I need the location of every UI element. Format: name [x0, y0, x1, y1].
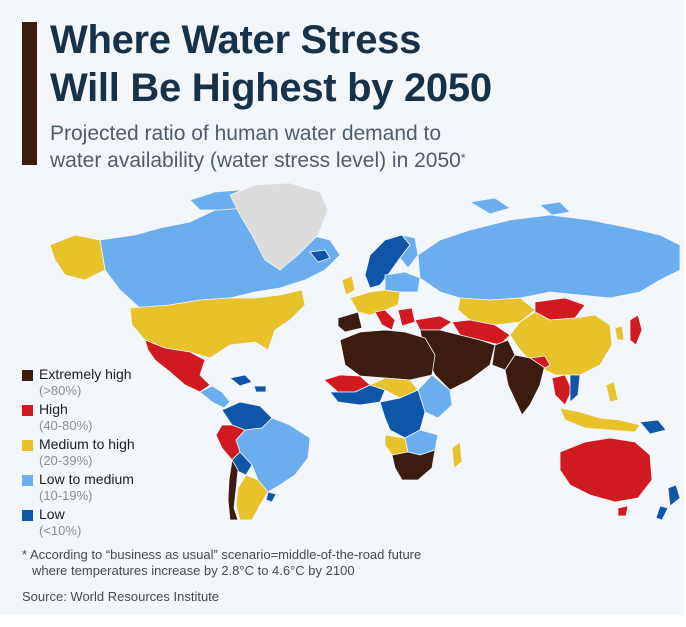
- subtitle: Projected ratio of human water demand to…: [50, 120, 670, 174]
- title-accent-bar: [22, 22, 37, 165]
- legend-label: High: [39, 401, 68, 417]
- footnote: * According to “business as usual” scena…: [22, 547, 662, 579]
- legend-swatch: [22, 510, 33, 521]
- region-korea: [614, 325, 625, 341]
- legend-range: (<10%): [39, 523, 82, 538]
- region-vietnam: [569, 374, 581, 403]
- legend-item-low-to-medium: Low to medium (10-19%): [22, 471, 202, 506]
- region-caribbean: [229, 374, 267, 393]
- subtitle-line-2: water availability (water stress level) …: [50, 147, 670, 174]
- legend-swatch: [22, 405, 33, 416]
- legend: Extremely high (>80%) High (40-80%) Medi…: [22, 366, 202, 541]
- region-angola: [384, 434, 409, 456]
- region-italy-balkans: [374, 307, 416, 331]
- subtitle-line-1: Projected ratio of human water demand to: [50, 122, 442, 145]
- region-central-europe: [384, 271, 421, 293]
- legend-label: Low: [39, 506, 65, 522]
- region-iberia: [337, 311, 363, 333]
- legend-range: (>80%): [39, 383, 82, 398]
- title-line-2: Will Be Highest by 2050: [50, 66, 492, 110]
- subtitle-footnote-mark: *: [460, 151, 466, 165]
- region-malaysia-indonesia: [559, 407, 641, 433]
- legend-label: Medium to high: [39, 436, 135, 452]
- legend-label: Low to medium: [39, 471, 134, 487]
- legend-range: (10-19%): [39, 488, 93, 503]
- region-west-africa: [329, 384, 386, 406]
- legend-item-medium-to-high: Medium to high (20-39%): [22, 436, 202, 471]
- region-bangladesh-nepal: [528, 355, 551, 369]
- region-iceland: [309, 249, 331, 263]
- region-chile: [227, 458, 239, 520]
- region-mexico: [144, 339, 211, 393]
- world-water-stress-map: .extreme { fill: #3b1c0e; stroke: #f3f6f…: [49, 182, 681, 520]
- region-finland: [399, 234, 419, 269]
- region-japan: [629, 314, 643, 346]
- region-turkey: [414, 315, 453, 331]
- region-uruguay: [265, 491, 277, 503]
- region-north-africa: [339, 329, 436, 381]
- legend-range: (40-80%): [39, 418, 93, 433]
- legend-item-extremely-high: Extremely high (>80%): [22, 366, 202, 401]
- region-south-africa: [391, 449, 436, 481]
- region-western-europe: [349, 289, 401, 316]
- region-greenland: [229, 182, 329, 271]
- region-russia: [417, 214, 681, 301]
- region-central-america: [199, 385, 231, 409]
- legend-item-low: Low (<10%): [22, 506, 202, 541]
- region-uk: [341, 275, 356, 296]
- region-australia: [559, 437, 653, 503]
- region-arctic-russia-islands: [468, 197, 571, 216]
- legend-label: Extremely high: [39, 366, 132, 382]
- legend-item-high: High (40-80%): [22, 401, 202, 436]
- footnote-line-2: where temperatures increase by 2.8°C to …: [32, 563, 355, 578]
- region-philippines: [605, 381, 619, 403]
- region-new-zealand: [655, 484, 681, 520]
- legend-swatch: [22, 475, 33, 486]
- title-line-1: Where Water Stress: [50, 18, 422, 62]
- region-argentina: [235, 474, 269, 520]
- region-madagascar: [451, 441, 463, 469]
- region-tasmania: [617, 505, 629, 517]
- legend-range: (20-39%): [39, 453, 93, 468]
- legend-swatch: [22, 370, 33, 381]
- footnote-line-1: * According to “business as usual” scena…: [22, 547, 422, 562]
- region-india: [504, 354, 546, 416]
- source-credit: Source: World Resources Institute: [22, 589, 220, 604]
- subtitle-line-2-text: water availability (water stress level) …: [50, 149, 461, 172]
- region-indochina: [551, 374, 573, 406]
- legend-swatch: [22, 440, 33, 451]
- region-papua: [639, 419, 667, 435]
- region-alaska: [49, 234, 106, 281]
- page-title: Where Water Stress Will Be Highest by 20…: [50, 16, 670, 112]
